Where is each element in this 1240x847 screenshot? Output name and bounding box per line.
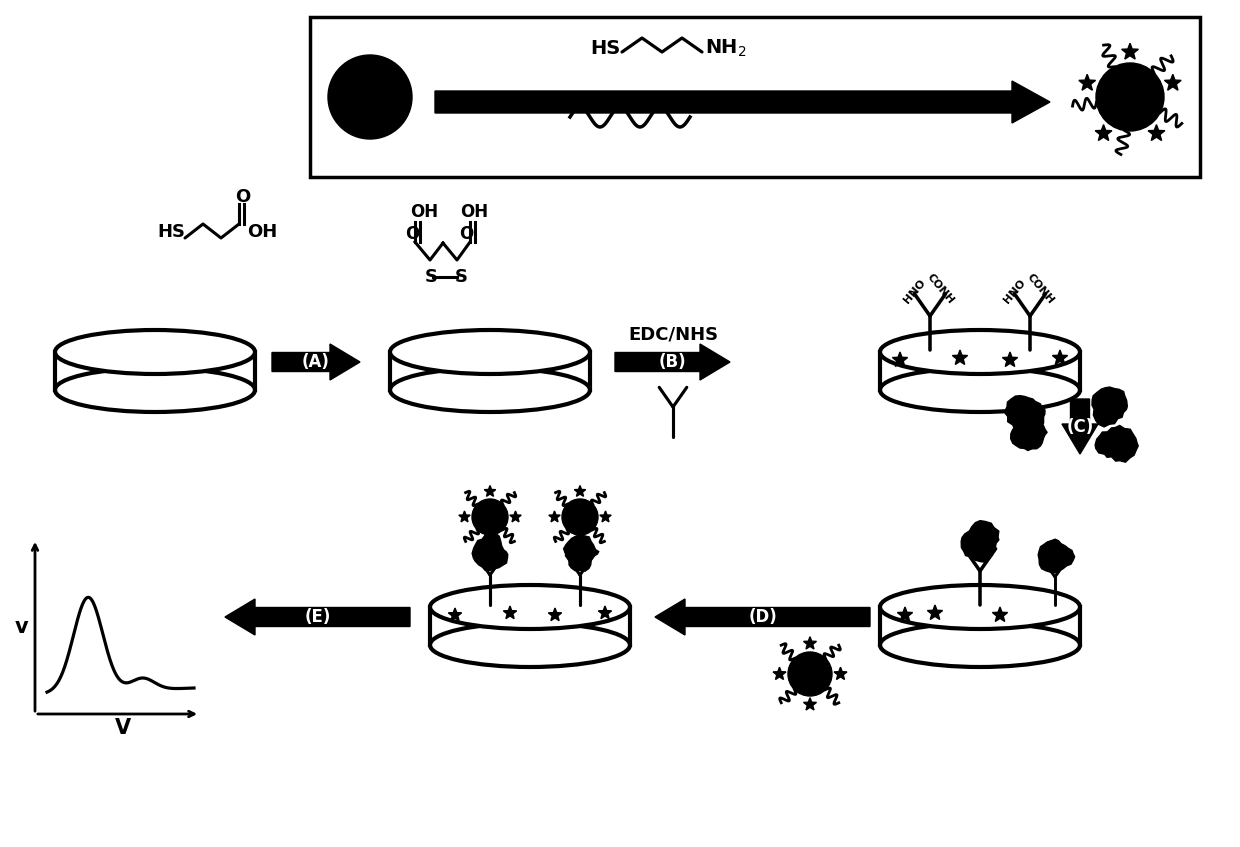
Polygon shape bbox=[485, 485, 496, 496]
Ellipse shape bbox=[55, 330, 255, 374]
Polygon shape bbox=[893, 352, 908, 367]
Polygon shape bbox=[391, 352, 590, 390]
Polygon shape bbox=[615, 344, 730, 380]
Text: HS: HS bbox=[157, 223, 185, 241]
Polygon shape bbox=[773, 667, 786, 679]
Ellipse shape bbox=[880, 585, 1080, 629]
Polygon shape bbox=[1002, 352, 1018, 367]
Text: (E): (E) bbox=[304, 608, 331, 626]
Text: V: V bbox=[114, 718, 130, 738]
Text: (C): (C) bbox=[1066, 418, 1094, 435]
Text: EDC/NHS: EDC/NHS bbox=[627, 325, 718, 343]
Ellipse shape bbox=[880, 330, 1080, 374]
Ellipse shape bbox=[391, 368, 590, 412]
Text: OH: OH bbox=[247, 223, 278, 241]
Polygon shape bbox=[1004, 396, 1045, 430]
Polygon shape bbox=[1061, 399, 1097, 454]
Polygon shape bbox=[1122, 43, 1138, 59]
Polygon shape bbox=[574, 536, 585, 547]
Text: HNO: HNO bbox=[1002, 278, 1028, 306]
Polygon shape bbox=[1164, 75, 1182, 91]
Ellipse shape bbox=[430, 585, 630, 629]
Polygon shape bbox=[898, 607, 913, 622]
Polygon shape bbox=[880, 607, 1080, 645]
Polygon shape bbox=[1092, 387, 1127, 427]
Polygon shape bbox=[435, 81, 1050, 123]
Polygon shape bbox=[574, 485, 585, 496]
Polygon shape bbox=[804, 698, 816, 710]
Polygon shape bbox=[952, 350, 967, 364]
Text: O: O bbox=[405, 225, 419, 243]
Polygon shape bbox=[224, 599, 410, 635]
Polygon shape bbox=[430, 607, 630, 645]
Circle shape bbox=[472, 499, 508, 535]
Polygon shape bbox=[548, 608, 562, 621]
Polygon shape bbox=[272, 344, 360, 380]
Text: HNO: HNO bbox=[901, 278, 928, 306]
Polygon shape bbox=[880, 352, 1080, 390]
Text: S: S bbox=[455, 268, 467, 286]
Polygon shape bbox=[804, 637, 816, 649]
Text: O: O bbox=[236, 188, 250, 206]
Circle shape bbox=[329, 55, 412, 139]
Text: NH$_2$: NH$_2$ bbox=[706, 38, 746, 59]
Polygon shape bbox=[485, 536, 496, 547]
FancyBboxPatch shape bbox=[310, 17, 1200, 177]
Polygon shape bbox=[1095, 125, 1112, 141]
Ellipse shape bbox=[880, 623, 1080, 667]
Polygon shape bbox=[1038, 540, 1075, 573]
Text: CONH: CONH bbox=[925, 272, 956, 306]
Text: CONH: CONH bbox=[1024, 272, 1055, 306]
Text: (D): (D) bbox=[748, 608, 777, 626]
Polygon shape bbox=[1079, 75, 1096, 91]
Polygon shape bbox=[1053, 350, 1068, 364]
Polygon shape bbox=[961, 521, 999, 562]
Polygon shape bbox=[510, 511, 521, 522]
Ellipse shape bbox=[391, 330, 590, 374]
Polygon shape bbox=[472, 533, 507, 570]
Polygon shape bbox=[449, 608, 461, 621]
Polygon shape bbox=[503, 606, 517, 618]
Circle shape bbox=[787, 652, 832, 696]
Polygon shape bbox=[384, 71, 405, 91]
Text: HS: HS bbox=[590, 39, 620, 58]
Circle shape bbox=[1096, 63, 1164, 131]
Polygon shape bbox=[655, 599, 870, 635]
Polygon shape bbox=[459, 511, 470, 522]
Polygon shape bbox=[1148, 125, 1164, 141]
Text: O: O bbox=[459, 225, 474, 243]
Text: (A): (A) bbox=[303, 353, 330, 371]
Polygon shape bbox=[600, 511, 611, 522]
Text: OH: OH bbox=[460, 203, 489, 221]
Polygon shape bbox=[835, 667, 847, 679]
Ellipse shape bbox=[430, 623, 630, 667]
Polygon shape bbox=[55, 352, 255, 390]
Text: (B): (B) bbox=[658, 353, 686, 371]
Polygon shape bbox=[992, 607, 1008, 622]
Polygon shape bbox=[1011, 416, 1047, 451]
Polygon shape bbox=[599, 606, 611, 618]
Polygon shape bbox=[564, 534, 599, 571]
Polygon shape bbox=[549, 511, 560, 522]
Polygon shape bbox=[1095, 425, 1138, 462]
Ellipse shape bbox=[880, 368, 1080, 412]
Polygon shape bbox=[928, 605, 942, 619]
Text: v: v bbox=[14, 617, 27, 636]
Text: OH: OH bbox=[410, 203, 438, 221]
Text: S: S bbox=[425, 268, 438, 286]
Ellipse shape bbox=[55, 368, 255, 412]
Circle shape bbox=[562, 499, 598, 535]
